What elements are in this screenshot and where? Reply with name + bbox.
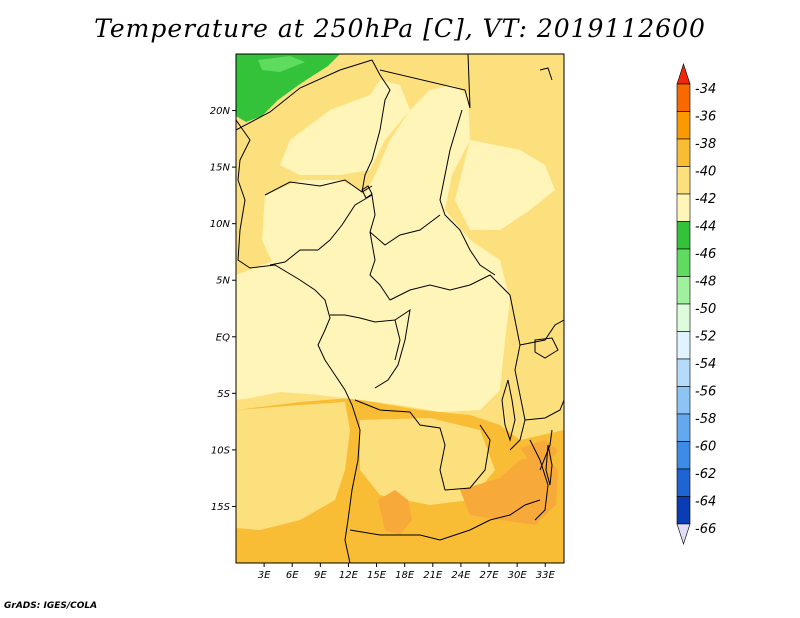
colorbar-swatch [676, 166, 691, 195]
lake-tanganyika [501, 379, 516, 442]
border-drc-east [509, 294, 526, 451]
colorbar-bottom-arrow [676, 523, 691, 545]
lat-tick-label: 5S [217, 389, 230, 400]
colorbar-label: -40 [695, 165, 716, 180]
lake-malawi [545, 444, 553, 486]
lat-tick-label: 15S [211, 502, 231, 513]
field-band-44-nw [236, 54, 340, 122]
red-sea-coast [539, 67, 553, 81]
lake-chad [361, 185, 373, 199]
colorbar-label: -42 [695, 192, 716, 207]
colorbar-label: -52 [695, 330, 716, 345]
colorbar-swatch [676, 221, 691, 250]
field-band-42-sudan [455, 140, 555, 230]
lon-tick-label: 15E [367, 570, 387, 581]
field-band-36-moz [460, 455, 558, 525]
lon-tick-label: 21E [423, 570, 443, 581]
field-band-46-nw [258, 56, 305, 72]
colorbar-label: -46 [695, 247, 716, 262]
border-libya-sudan [379, 54, 471, 109]
border-angola-zambia [444, 424, 491, 491]
colorbar-swatch [676, 468, 691, 497]
colorbar-swatch [676, 413, 691, 442]
border-libya-chad [361, 59, 391, 193]
colorbar-swatch [676, 276, 691, 305]
lon-tick-label: 12E [339, 570, 359, 581]
colorbar-top-arrow [676, 63, 691, 85]
border-east-africa [519, 319, 564, 346]
field-band-36-angola [378, 490, 412, 535]
border-congo-drc [374, 308, 411, 389]
field-band-42-north [280, 80, 410, 175]
coastline-west [236, 119, 361, 563]
lat-tick-label: EQ [216, 332, 230, 343]
border-car-drc [389, 274, 511, 301]
border-mozambique [529, 439, 549, 521]
colorbar-label: -38 [695, 137, 716, 152]
border-malawi [539, 429, 553, 471]
lat-tick-label: 20N [210, 106, 231, 117]
lat-tick-label: 10N [210, 219, 231, 230]
credit-label: GrADS: IGES/COLA [4, 601, 98, 611]
lake-victoria [534, 337, 559, 359]
lon-tick-label: 33E [536, 570, 556, 581]
border-algeria-niger [236, 59, 373, 131]
lon-tick-label: 30E [508, 570, 528, 581]
border-chad-sudan [439, 109, 496, 276]
colorbar-swatch [676, 358, 691, 387]
border-tanzania [524, 399, 564, 421]
border-drc-angola [354, 399, 446, 491]
field-band-40-angola [236, 402, 350, 530]
colorbar-label: -56 [695, 385, 716, 400]
temperature-field [236, 54, 564, 563]
colorbar-label: -60 [695, 440, 716, 455]
border-gabon-congo [330, 314, 401, 361]
colorbar: -34 -36 -38 -40 -42 -44 -46 -48 -50 -52 -54 -56 -58 -… [676, 63, 716, 545]
field-band-40-zambia [360, 418, 495, 505]
colorbar-label: -50 [695, 302, 716, 317]
colorbar-label: -58 [695, 412, 716, 427]
colorbar-label: -62 [695, 467, 716, 482]
colorbar-label: -36 [695, 110, 716, 125]
colorbar-label: -64 [695, 495, 716, 510]
border-nigeria-cameroon [269, 194, 376, 266]
chart-title: Temperature at 250hPa [C], VT: 201911260… [94, 14, 706, 43]
colorbar-swatch [676, 248, 691, 277]
longitude-axis: 3E 6E 9E 12E 15E 18E 21E 24E 27E 30E 33E [258, 563, 556, 581]
colorbar-swatch [676, 303, 691, 332]
colorbar-swatch [676, 441, 691, 470]
latitude-axis: 20N 15N 10N 5N EQ 5S 10S 15S [210, 106, 236, 513]
colorbar-swatch [676, 193, 691, 222]
colorbar-label: -66 [695, 522, 716, 537]
map-frame [235, 53, 565, 564]
colorbar-swatch [676, 331, 691, 360]
lat-tick-label: 15N [210, 163, 231, 174]
colorbar-swatch [676, 496, 691, 525]
colorbar-label: -34 [695, 82, 716, 97]
border-chad-car [369, 214, 441, 246]
field-band-42-west [262, 180, 375, 275]
border-angola-namibia [349, 529, 441, 541]
colorbar-label: -54 [695, 357, 716, 372]
colorbar-swatch [676, 111, 691, 140]
lon-tick-label: 18E [395, 570, 415, 581]
lon-tick-label: 27E [480, 570, 500, 581]
map-boundaries [236, 54, 564, 563]
colorbar-label: -44 [695, 220, 716, 235]
lat-tick-label: 10S [211, 445, 231, 456]
border-zambia-zimbabwe [439, 499, 541, 541]
lat-tick-label: 5N [216, 276, 230, 287]
lon-tick-label: 3E [258, 570, 271, 581]
lon-tick-label: 24E [451, 570, 471, 581]
colorbar-swatch [676, 386, 691, 415]
colorbar-label: -48 [695, 275, 716, 290]
lon-tick-label: 6E [286, 570, 299, 581]
border-niger-nigeria [264, 179, 373, 196]
colorbar-swatch [676, 83, 691, 112]
border-cameroon-car [369, 231, 391, 301]
lon-tick-label: 9E [314, 570, 327, 581]
colorbar-swatch [676, 138, 691, 167]
